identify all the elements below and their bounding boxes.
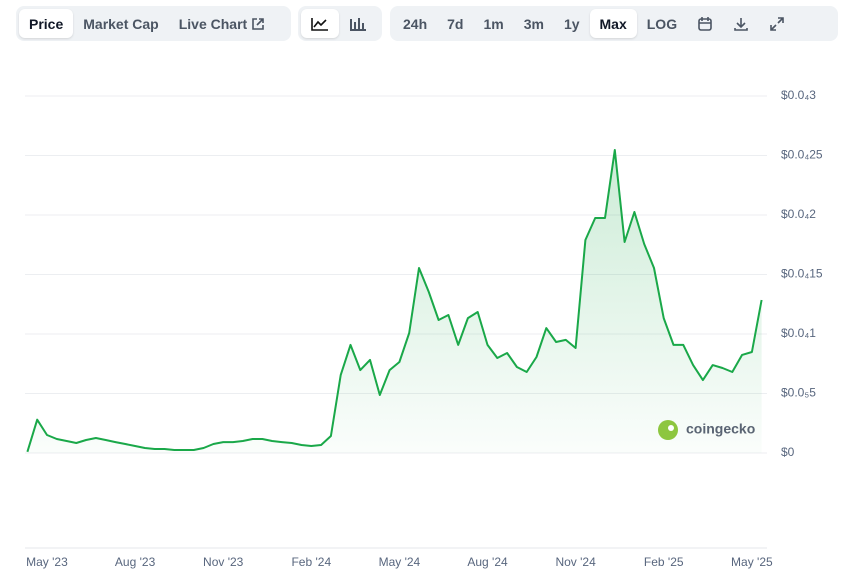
fullscreen[interactable] xyxy=(759,9,795,38)
range[interactable]: 7d xyxy=(447,15,464,32)
candle-icon xyxy=(350,17,366,31)
range[interactable]: 1y xyxy=(563,15,580,32)
watermark: coingecko xyxy=(658,420,755,440)
tab[interactable]: Market Cap xyxy=(83,15,159,32)
y-tick-label: $0.0₅5 xyxy=(781,386,816,400)
log-toggle[interactable]: LOG xyxy=(646,15,678,32)
x-tick-label: Feb '24 xyxy=(291,555,331,569)
y-tick-label: $0.0₄2 xyxy=(781,207,816,221)
range-tabs: 24h 7d 1m 3m 1y Max LOG xyxy=(390,6,838,41)
tab-label: Live Chart xyxy=(178,15,248,32)
x-tick-label: May '23 xyxy=(26,555,68,569)
download[interactable] xyxy=(723,9,759,38)
y-tick-label: $0.0₄1 xyxy=(781,326,816,340)
y-tick-label: $0.0₄25 xyxy=(781,148,823,162)
x-tick-label: Nov '23 xyxy=(203,555,244,569)
range[interactable]: 3m xyxy=(523,15,544,32)
tab[interactable]: Price xyxy=(19,9,74,38)
external-icon xyxy=(252,17,264,30)
y-tick-label: $0 xyxy=(781,445,795,459)
price-line xyxy=(26,149,763,453)
chart-style xyxy=(298,6,382,41)
line-style[interactable] xyxy=(301,9,339,38)
range[interactable]: 1m xyxy=(483,15,504,32)
download-icon xyxy=(734,17,748,31)
tab[interactable]: Live Chart xyxy=(169,9,275,38)
x-tick-label: Feb '25 xyxy=(644,555,684,569)
line-icon xyxy=(311,17,328,31)
x-tick-label: Aug '24 xyxy=(467,555,508,569)
range[interactable]: Max xyxy=(589,9,637,38)
watermark-text: coingecko xyxy=(686,421,755,437)
view-tabs: Price Market Cap Live Chart xyxy=(16,6,291,41)
y-tick-label: $0.0₄15 xyxy=(781,267,823,281)
x-tick-label: Aug '23 xyxy=(115,555,156,569)
calendar-icon xyxy=(698,16,712,31)
expand-icon xyxy=(770,16,784,31)
candle-style[interactable] xyxy=(339,9,377,38)
range[interactable]: 24h xyxy=(403,15,428,32)
x-tick-label: May '25 xyxy=(731,555,773,569)
calendar[interactable] xyxy=(687,9,723,38)
y-tick-label: $0.0₄3 xyxy=(781,88,816,102)
x-tick-label: May '24 xyxy=(379,555,421,569)
x-tick-label: Nov '24 xyxy=(555,555,596,569)
price-area xyxy=(27,150,762,453)
